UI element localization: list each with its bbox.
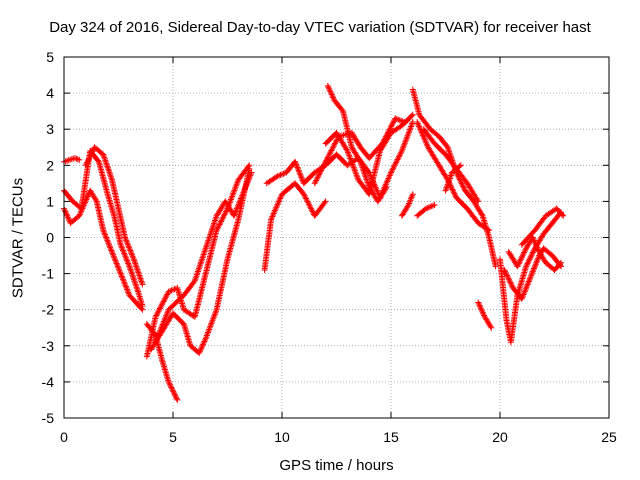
y-tick-label: -1 (42, 266, 55, 282)
y-tick-label: 5 (46, 49, 54, 65)
y-tick-label: 1 (46, 193, 54, 209)
y-tick-label: 4 (46, 85, 54, 101)
y-tick-label: 2 (46, 157, 54, 173)
y-tick-label: 0 (46, 230, 54, 246)
axis-ticks: 0 5 10 15 20 25 -5 -4 -3 -2 -1 0 1 2 3 4 5 (42, 49, 617, 445)
x-tick-label: 25 (601, 429, 617, 445)
y-tick-label: -5 (42, 410, 55, 426)
sdtvar-plus-markers (61, 82, 567, 403)
y-tick-label: -3 (42, 338, 55, 354)
x-tick-label: 0 (60, 429, 68, 445)
x-axis-label: GPS time / hours (279, 457, 394, 474)
y-tick-label: 3 (46, 121, 54, 137)
data-points (61, 82, 567, 403)
x-tick-label: 5 (169, 429, 177, 445)
y-tick-label: -2 (42, 302, 55, 318)
x-tick-label: 20 (492, 429, 508, 445)
y-tick-label: -4 (42, 374, 55, 390)
chart-title: Day 324 of 2016, Sidereal Day-to-day VTE… (49, 19, 591, 36)
plot-frame (63, 56, 610, 419)
x-tick-label: 15 (383, 429, 399, 445)
x-tick-label: 10 (274, 429, 290, 445)
